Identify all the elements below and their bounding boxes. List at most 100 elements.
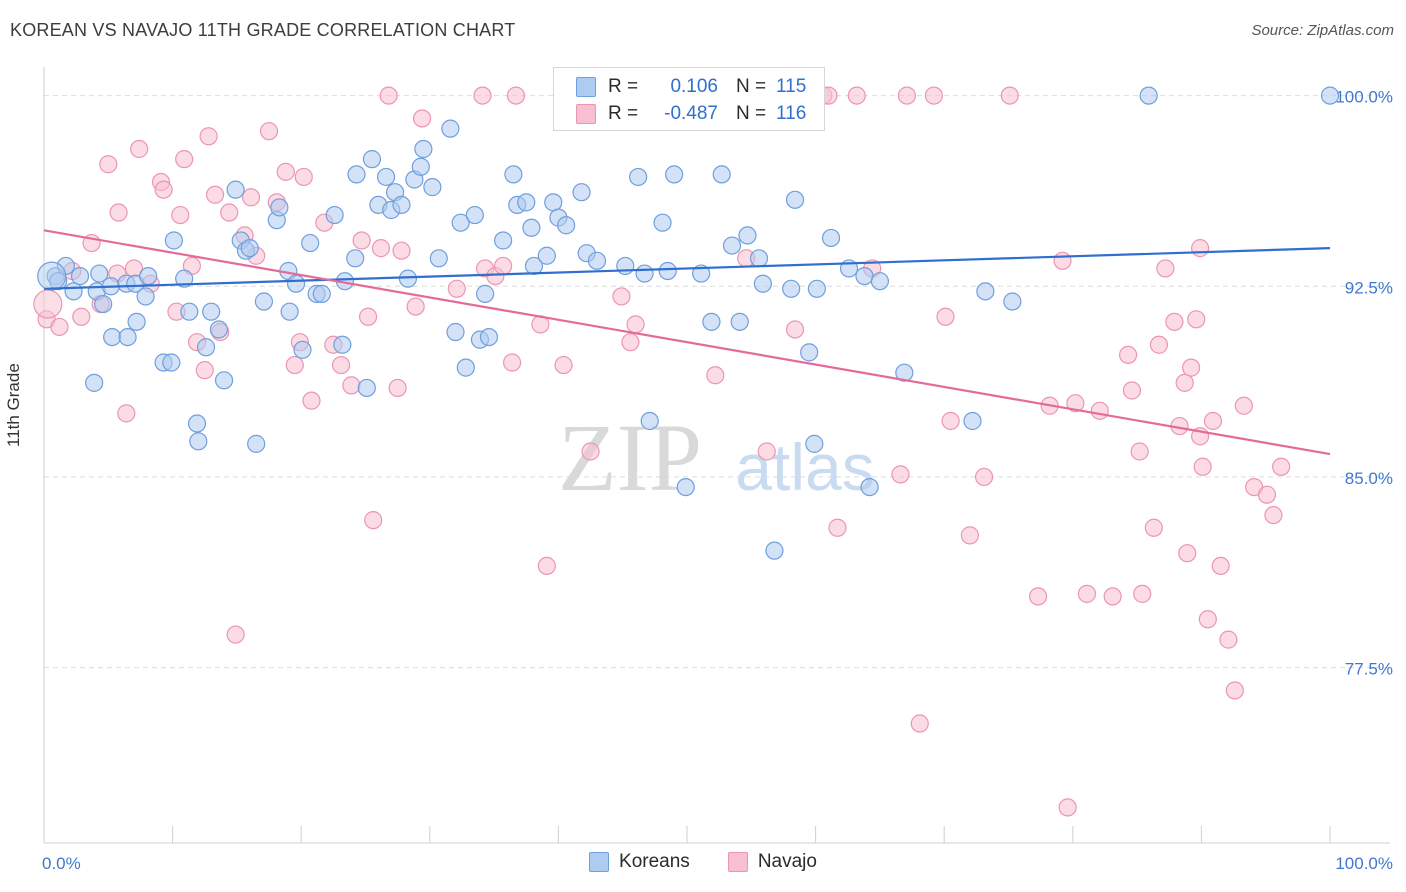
korean-point bbox=[286, 274, 306, 293]
x-tick-label: 0.0% bbox=[42, 854, 81, 873]
korean-point bbox=[376, 167, 396, 187]
navajo-trend-line bbox=[43, 229, 1331, 456]
legend-label-navajo: Navajo bbox=[757, 851, 817, 872]
korean-point bbox=[196, 338, 216, 357]
korean-point bbox=[753, 274, 772, 293]
korean-point bbox=[860, 477, 879, 497]
navajo-point bbox=[537, 556, 556, 575]
trend-lines bbox=[43, 229, 1331, 456]
korean-point bbox=[807, 279, 826, 298]
n-label: N = bbox=[736, 76, 767, 97]
korean-point bbox=[164, 231, 183, 250]
y-tick-label: 92.5% bbox=[1345, 278, 1393, 297]
navajo-point bbox=[154, 180, 173, 199]
navajo-point bbox=[1272, 457, 1291, 476]
korean-points bbox=[37, 86, 1340, 560]
korean-point bbox=[456, 358, 475, 377]
watermark-zip: ZIP bbox=[558, 404, 702, 511]
navajo-point bbox=[342, 376, 361, 395]
legend-row-navajo: R = -0.487 N = 116 bbox=[576, 102, 806, 126]
navajo-point bbox=[276, 162, 295, 181]
navajo-point bbox=[50, 317, 69, 337]
navajo-point bbox=[1193, 457, 1212, 476]
navajo-point bbox=[1234, 396, 1253, 415]
y-tick-label: 77.5% bbox=[1345, 660, 1393, 679]
y-tick-label: 100.0% bbox=[1335, 88, 1393, 107]
korean-point bbox=[730, 312, 749, 331]
navajo-point bbox=[379, 86, 398, 105]
korean-point bbox=[347, 165, 366, 184]
navajo-point bbox=[392, 241, 411, 260]
korean-point bbox=[616, 256, 635, 276]
source-label: Source: ZipAtlas.com bbox=[1251, 22, 1394, 39]
navajo-point bbox=[506, 86, 526, 105]
korean-point bbox=[800, 343, 819, 362]
navajo-point bbox=[1077, 584, 1097, 603]
navajo-point bbox=[828, 518, 847, 537]
korean-point bbox=[692, 264, 711, 283]
y-tick-labels: 77.5% 85.0% 92.5% 100.0% bbox=[1335, 88, 1393, 679]
navajo-point bbox=[473, 86, 492, 105]
korean-point bbox=[805, 434, 824, 453]
navajo-point bbox=[626, 315, 645, 334]
navajo-point bbox=[226, 625, 245, 644]
korean-point bbox=[357, 378, 376, 398]
navajo-point bbox=[352, 231, 371, 250]
korean-swatch bbox=[576, 77, 596, 97]
korean-point bbox=[127, 312, 146, 331]
series-legend: Koreans Navajo bbox=[0, 851, 1406, 873]
navajo-point bbox=[910, 714, 929, 733]
korean-point bbox=[301, 233, 320, 253]
korean-point bbox=[451, 213, 470, 232]
korean-trend-line bbox=[43, 247, 1331, 290]
navajo-point bbox=[503, 353, 522, 372]
navajo-point bbox=[109, 203, 128, 222]
korean-point bbox=[479, 328, 499, 347]
korean-point bbox=[189, 432, 208, 451]
korean-point bbox=[465, 205, 484, 225]
navajo-point bbox=[960, 526, 980, 545]
navajo-point bbox=[220, 203, 239, 222]
korean-point bbox=[70, 266, 90, 286]
korean-point bbox=[821, 228, 841, 248]
korean-point bbox=[524, 256, 544, 276]
x-tick-labels: 0.0% 100.0% bbox=[42, 854, 1393, 873]
navajo-point bbox=[621, 333, 640, 352]
korean-point bbox=[712, 165, 731, 184]
korean-point bbox=[537, 246, 556, 265]
navajo-point bbox=[1103, 587, 1122, 606]
navajo-point bbox=[1053, 251, 1072, 270]
legend-row-koreans: R = 0.106 N = 115 bbox=[576, 75, 806, 99]
korean-point bbox=[333, 335, 352, 354]
korean-legend-swatch bbox=[589, 852, 610, 872]
korean-point bbox=[312, 284, 331, 303]
n-value: 116 bbox=[776, 103, 807, 124]
korean-point bbox=[963, 411, 982, 431]
navajo-point bbox=[1203, 411, 1223, 431]
korean-point bbox=[976, 282, 995, 301]
korean-point bbox=[429, 249, 448, 268]
korean-point bbox=[85, 373, 104, 392]
korean-point bbox=[209, 320, 228, 339]
korean-point bbox=[665, 165, 684, 184]
korean-point bbox=[475, 284, 495, 303]
navajo-point bbox=[1000, 86, 1019, 105]
korean-point bbox=[635, 264, 654, 283]
navajo-point bbox=[447, 279, 466, 298]
korean-point bbox=[94, 294, 113, 314]
watermark-atlas: atlas bbox=[735, 430, 874, 504]
korean-point bbox=[202, 302, 221, 321]
korean-point bbox=[895, 363, 914, 382]
navajo-point bbox=[371, 239, 391, 258]
navajo-point bbox=[205, 185, 225, 204]
legend-item-navajo: Navajo bbox=[727, 851, 817, 873]
navajo-point bbox=[1144, 518, 1163, 537]
navajo-point bbox=[1066, 394, 1085, 413]
navajo-point bbox=[406, 297, 425, 316]
korean-point bbox=[870, 272, 890, 291]
navajo-point bbox=[294, 167, 313, 187]
korean-point bbox=[522, 218, 541, 237]
navajo-point bbox=[171, 205, 190, 225]
x-tick-label: 100.0% bbox=[1335, 854, 1393, 873]
